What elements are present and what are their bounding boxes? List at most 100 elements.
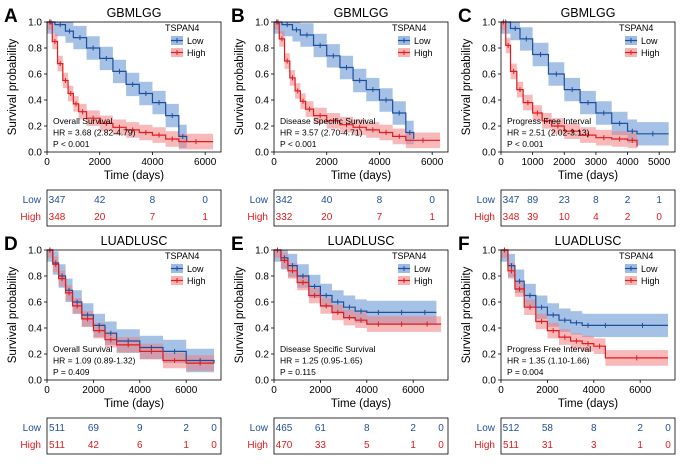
risk-cell-high: 0 [211,440,217,451]
risk-cell-low: 347 [503,195,520,206]
risk-cell-high: 4 [593,212,599,223]
risk-cell-high: 0 [665,440,671,451]
confidence-band-high [47,250,215,371]
plot-frame [273,249,449,381]
annotation-line: HR = 1.35 (1.10-1.66) [507,356,590,366]
risk-cell-high: 5 [364,440,370,451]
chart-title: GBMLGG [334,6,389,20]
chart-title: LUADLUSC [555,234,622,248]
risk-cell-high: 31 [542,440,554,451]
y-tick-label: 0.4 [255,324,269,335]
panel-letter: E [231,234,244,255]
annotation-line: HR = 3.68 (2.82-4.79) [53,128,136,138]
x-tick-label: 4000 [141,157,164,168]
y-tick-label: 0.0 [255,148,269,159]
annotation-line: HR = 1.25 (0.95-1.65) [280,356,363,366]
annotation-line: P = 0.409 [53,367,90,377]
chart-title: LUADLUSC [328,234,395,248]
survival-curve-low [47,21,188,142]
panel-b: B GBMLGG Survival probability 0.0 0.2 0.4 0.6 0… [231,6,449,227]
y-tick-label: 1.0 [482,246,496,257]
y-tick-label: 0.4 [482,324,496,335]
risk-row-label-low: Low [250,195,269,206]
panel-d: D LUADLUSC Survival probability 0.0 0.2 0.4 0.… [4,234,222,455]
legend-label-low: Low [641,264,658,274]
y-tick-label: 1.0 [255,18,269,29]
confidence-band-low [274,22,414,151]
x-tick-label: 4000 [129,385,152,396]
x-tick-label: 6000 [421,157,444,168]
x-tick-label: 2000 [536,385,559,396]
risk-cell-high: 20 [94,212,106,223]
x-tick-label: 2000 [82,385,105,396]
panel-e: E LUADLUSC Survival probability 0.0 0.2 0.4 0.… [231,234,449,455]
risk-cell-high: 1 [429,212,435,223]
legend-title: TSPAN4 [392,23,426,33]
annotation-line: HR = 2.51 (2.02-3.13) [507,128,590,138]
plot-frame [273,21,449,153]
survival-curve-high [47,249,215,364]
plot-frame [500,21,676,153]
x-tick-label: 1000 [522,157,545,168]
y-tick-label: 0.6 [482,298,496,309]
confidence-band-high [47,22,214,150]
risk-table-frame [500,417,676,455]
risk-cell-low: 1 [656,195,662,206]
legend-label-high: High [187,276,206,286]
risk-row-label-low: Low [477,423,496,434]
risk-row-label-high: High [20,212,41,223]
annotation-line: Overall Survival [53,344,113,354]
y-tick-label: 0.2 [482,350,496,361]
y-tick-label: 0.6 [255,70,269,81]
y-tick-label: 0.2 [28,122,42,133]
risk-cell-high: 348 [503,212,520,223]
risk-cell-high: 7 [150,212,156,223]
confidence-band-low [47,250,215,375]
risk-cell-high: 2 [625,212,631,223]
x-tick-label: 0 [271,157,277,168]
y-tick-label: 0.0 [482,376,496,387]
risk-cell-high: 42 [88,440,100,451]
annotation-line: Disease Specific Survival [280,344,376,354]
legend-label-low: Low [414,264,431,274]
risk-cell-low: 69 [88,423,100,434]
chart-title: GBMLGG [107,6,162,20]
risk-cell-high: 511 [49,440,65,451]
x-axis-label: Time (days) [331,398,391,410]
risk-row-label-low: Low [23,195,42,206]
panel-c: C GBMLGG Survival probability 0.0 0.2 0.4 0.6 0… [458,6,676,227]
x-tick-label: 3000 [585,157,608,168]
x-axis-label: Time (days) [331,170,391,182]
x-tick-label: 2000 [309,385,332,396]
annotation-line: Disease Specific Survival [280,116,376,126]
confidence-band-high [501,22,638,152]
risk-cell-low: 40 [321,195,333,206]
chart-title: LUADLUSC [101,234,168,248]
risk-cell-high: 470 [276,440,293,451]
annotation-line: P = 0.115 [280,367,316,377]
annotation-line: Overall Survival [53,116,113,126]
risk-cell-low: 2 [637,423,643,434]
annotation-line: Progress Free Interval [507,344,591,354]
y-tick-label: 0.2 [482,122,496,133]
legend-label-low: Low [187,36,204,46]
risk-cell-high: 332 [276,212,293,223]
risk-cell-low: 0 [438,423,444,434]
risk-cell-low: 342 [276,195,293,206]
risk-cell-high: 3 [591,440,597,451]
risk-cell-high: 1 [637,440,643,451]
risk-cell-low: 23 [559,195,571,206]
risk-row-label-high: High [474,440,495,451]
risk-table-frame [273,417,449,455]
risk-cell-low: 58 [542,423,554,434]
panel-letter: F [458,234,470,255]
x-axis-label: Time (days) [104,170,164,182]
risk-cell-low: 8 [364,423,370,434]
confidence-band-low [274,250,437,325]
risk-cell-high: 0 [656,212,662,223]
plot-frame [46,21,222,153]
annotation-line: P < 0.001 [507,139,544,149]
risk-cell-low: 8 [377,195,383,206]
panel-letter: D [4,234,18,255]
plot-frame [46,249,222,381]
